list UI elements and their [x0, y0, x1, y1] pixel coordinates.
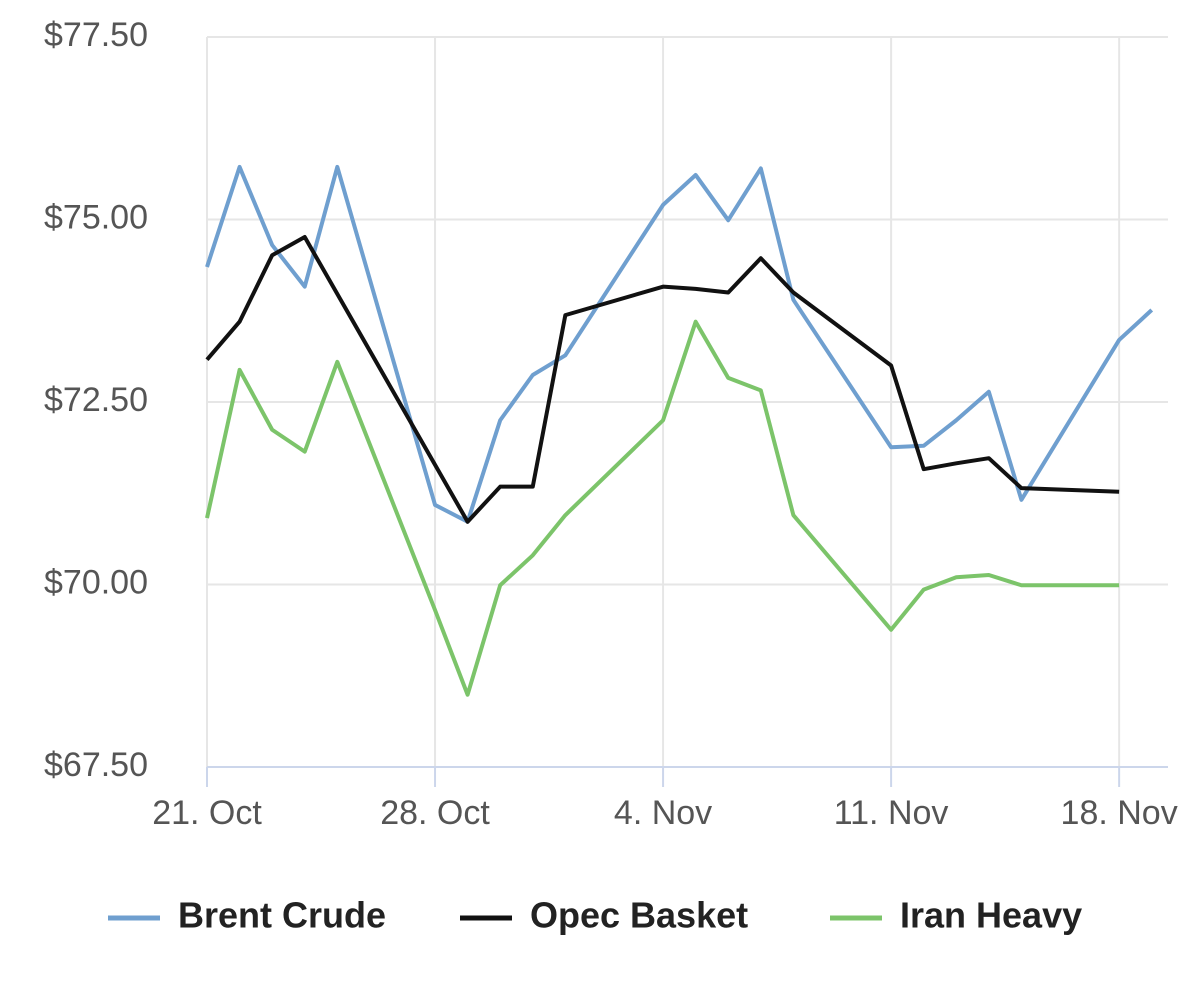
series-line	[205, 235, 1120, 524]
y-tick-label: $67.50	[44, 746, 148, 784]
x-tick-label: 18. Nov	[1061, 794, 1178, 832]
series-line	[205, 319, 1120, 697]
y-tick-label: $72.50	[44, 381, 148, 419]
y-tick-label: $77.50	[44, 16, 148, 54]
y-tick-label: $75.00	[44, 198, 148, 236]
legend-label: Iran Heavy	[900, 895, 1082, 936]
legend-label: Opec Basket	[530, 895, 748, 936]
series-line	[205, 164, 1154, 524]
y-tick-label: $70.00	[44, 563, 148, 601]
x-tick-label: 21. Oct	[152, 794, 262, 832]
legend-label: Brent Crude	[178, 895, 386, 936]
x-tick-label: 28. Oct	[380, 794, 490, 832]
x-tick-label: 4. Nov	[614, 794, 712, 832]
x-tick-label: 11. Nov	[834, 794, 949, 832]
